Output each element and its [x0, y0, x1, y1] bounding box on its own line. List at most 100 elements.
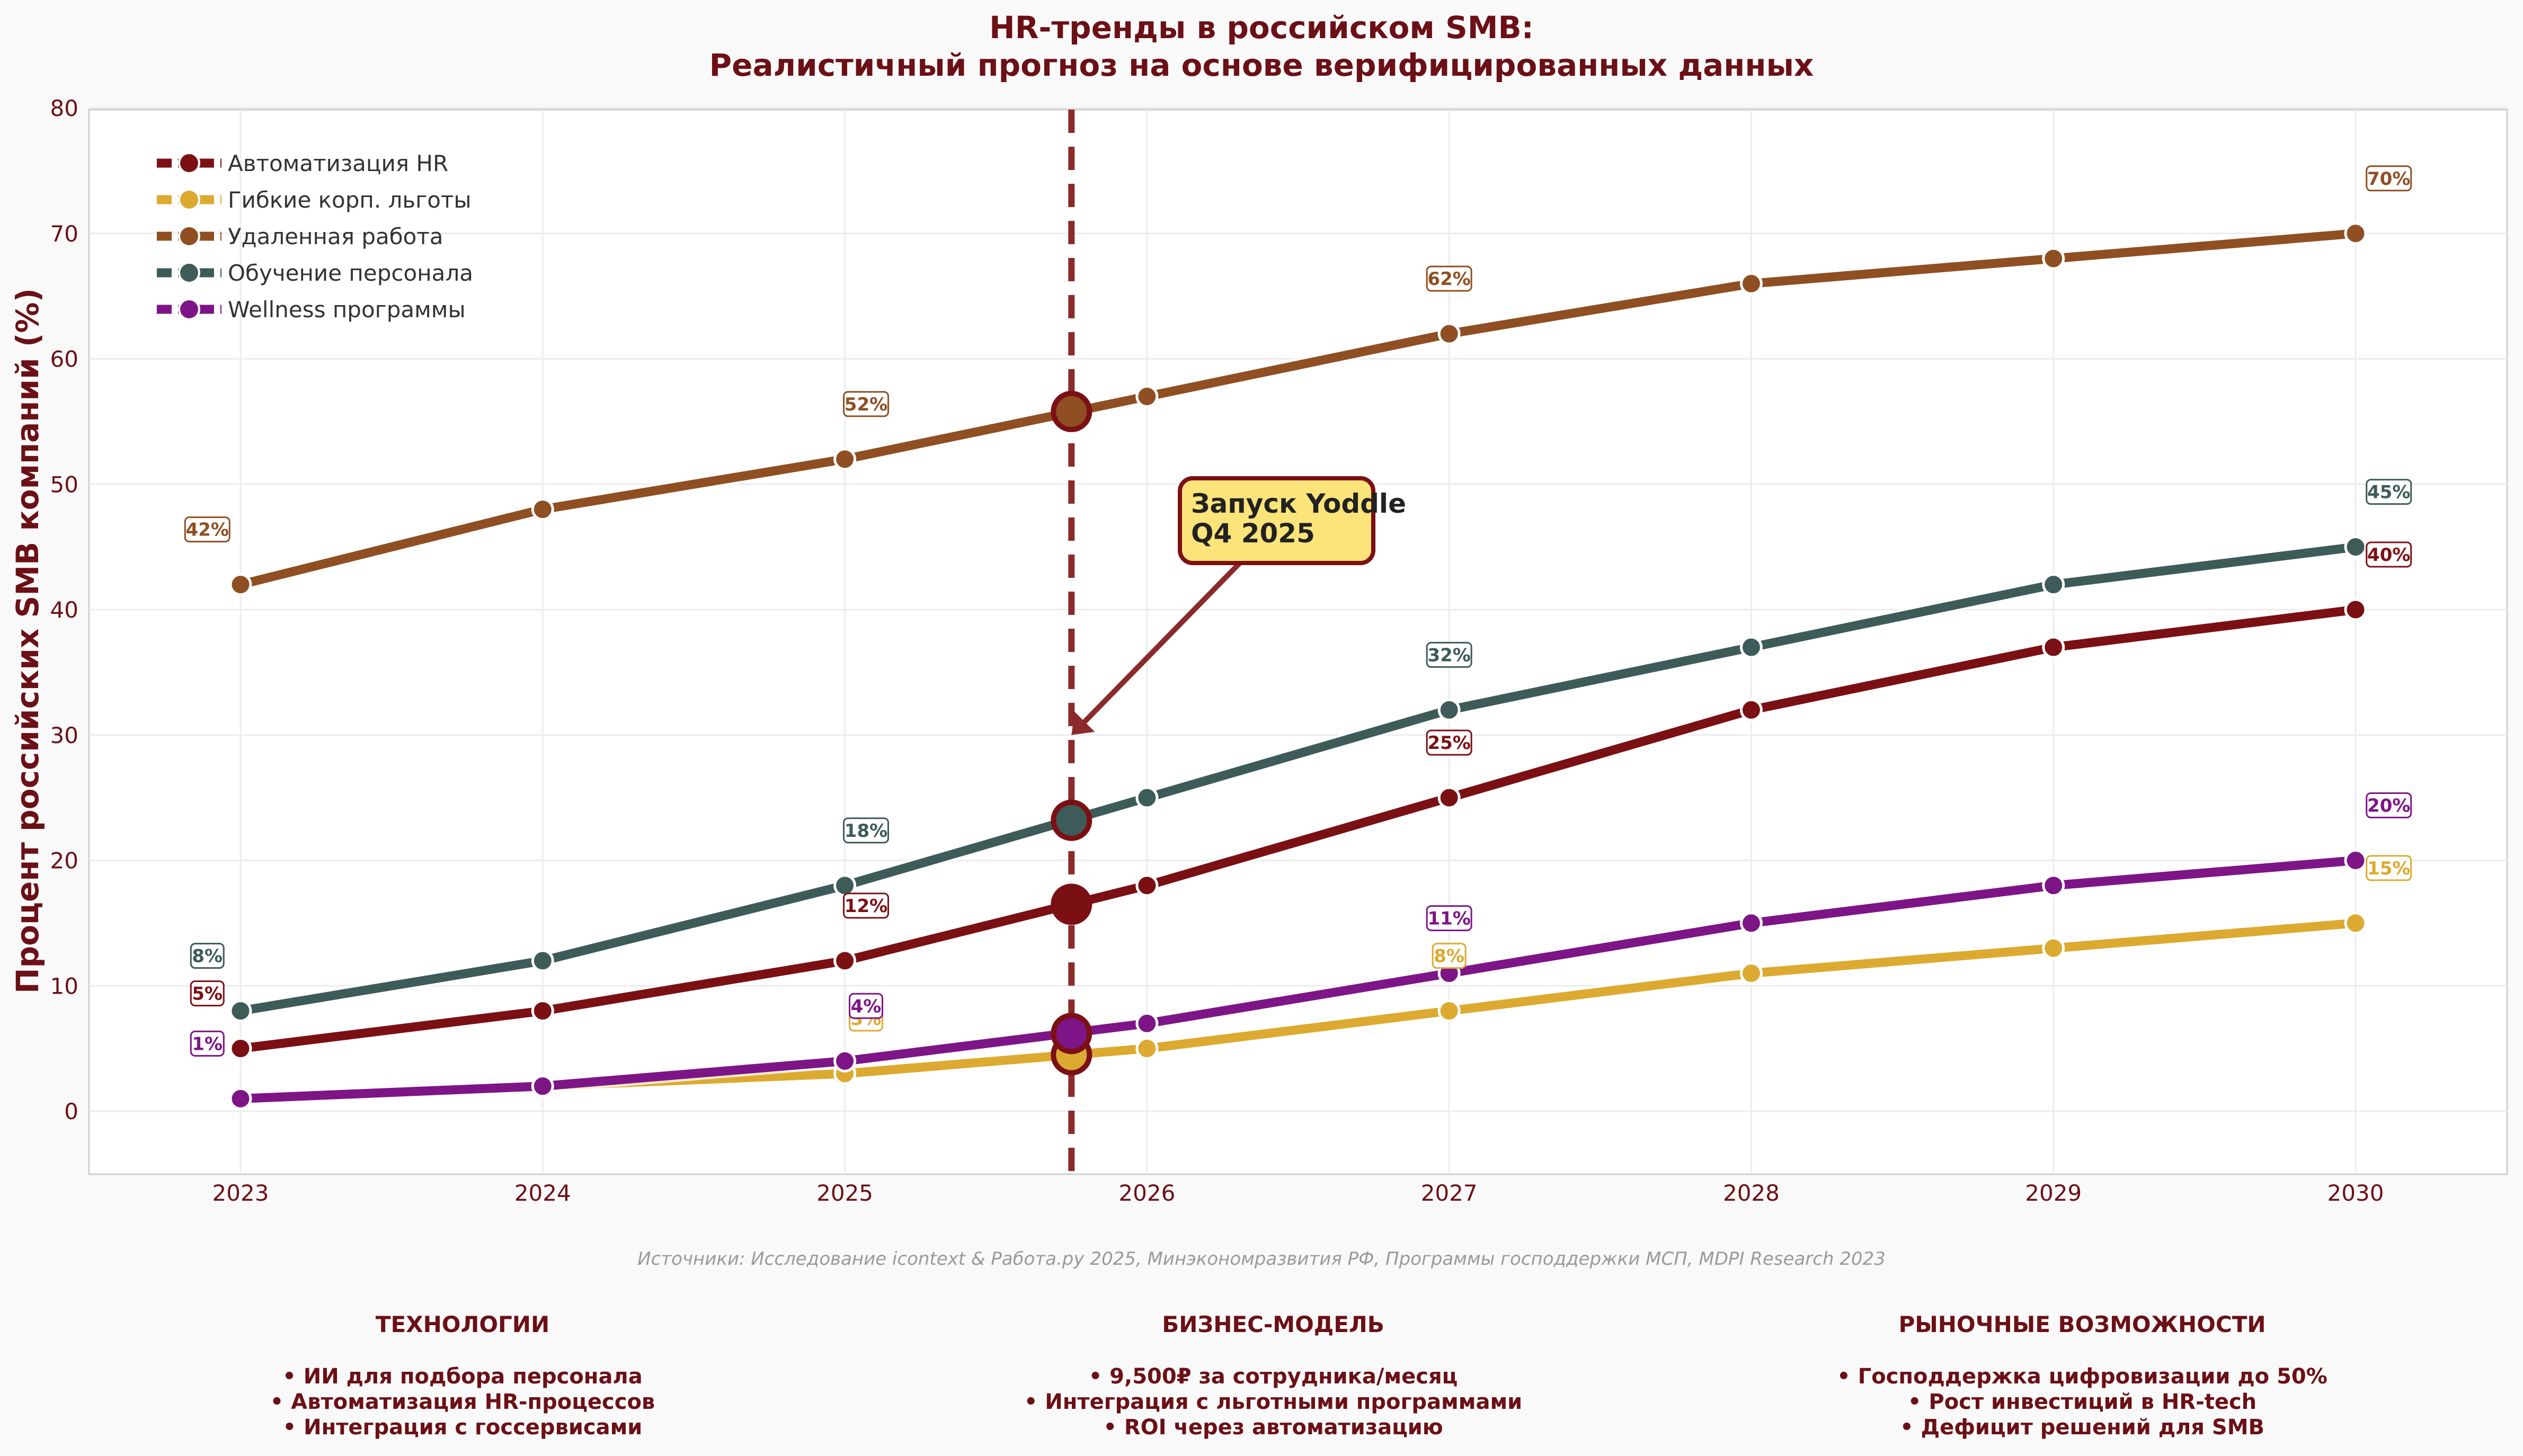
data-label-text: 42% — [186, 520, 229, 541]
data-label-box — [842, 817, 889, 844]
data-label: 12% — [842, 892, 889, 919]
legend-label: Обучение персонала — [228, 260, 473, 286]
data-label: 20% — [2366, 792, 2412, 818]
column-item: • Интеграция с льготными программами — [1024, 1390, 1522, 1414]
data-label-text: 20% — [2367, 796, 2410, 817]
annotation-arrow-head — [1071, 711, 1095, 735]
column-title: ТЕХНОЛОГИИ — [376, 1311, 549, 1337]
data-label-box — [842, 391, 889, 417]
series-line — [236, 229, 2360, 589]
data-point — [1135, 1012, 1159, 1035]
chart-title-line-1: HR-тренды в российском SMB: — [989, 10, 1534, 46]
launch-marker — [1051, 883, 1092, 925]
x-axis-ticks: 2023 2024 2025 2026 2027 2028 2029 2030 — [212, 1180, 2384, 1206]
data-point — [1739, 912, 1763, 935]
launch-marker — [1051, 1013, 1092, 1055]
data-label-box — [848, 993, 883, 1019]
data-point — [1135, 786, 1159, 809]
column-title: БИЗНЕС-МОДЕЛЬ — [1162, 1311, 1384, 1337]
data-label: 25% — [1426, 729, 1472, 756]
annotation-arrow — [1077, 561, 1242, 730]
data-point — [1135, 874, 1159, 897]
x-tick-label: 2028 — [1723, 1180, 1780, 1206]
y-tick-label: 50 — [50, 471, 78, 497]
data-label: 42% — [184, 516, 230, 543]
data-label-text: 4% — [851, 996, 882, 1017]
data-label-box — [2366, 855, 2412, 881]
data-point — [229, 999, 252, 1023]
annotation-box — [1178, 476, 1375, 565]
data-label-text: 8% — [1434, 946, 1464, 967]
data-label-text: 8% — [192, 946, 223, 967]
y-tick-label: 40 — [50, 597, 78, 623]
data-point — [833, 874, 857, 897]
data-label-text: 45% — [2367, 482, 2410, 503]
bottom-column-technologies: ТЕХНОЛОГИИ • ИИ для подбора персонала • … — [270, 1311, 655, 1440]
data-label-box — [2366, 541, 2412, 568]
data-label-text: 62% — [1427, 269, 1470, 290]
x-tick-label: 2026 — [1118, 1180, 1175, 1206]
data-label: 15% — [2366, 855, 2412, 881]
column-item: • Дефицит решений для SMB — [1900, 1415, 2264, 1440]
data-point — [1135, 1037, 1159, 1060]
x-tick-label: 2025 — [816, 1180, 873, 1206]
data-label-box — [184, 516, 230, 543]
data-label-text: 70% — [2367, 168, 2410, 190]
data-label: 70% — [2366, 165, 2412, 192]
x-tick-label: 2023 — [212, 1180, 269, 1206]
series-0 — [229, 598, 2367, 1060]
data-label: 18% — [842, 817, 889, 844]
data-label: 52% — [842, 391, 889, 417]
series-4 — [229, 849, 2367, 1110]
data-label: 62% — [1426, 265, 1472, 292]
y-tick-label: 20 — [50, 848, 78, 874]
launch-marker — [1051, 390, 1092, 432]
chart-title-line-2: Реалистичный прогноз на основе верифицир… — [709, 47, 1814, 83]
column-item: • Господдержка цифровизации до 50% — [1837, 1364, 2327, 1389]
data-point — [229, 573, 252, 596]
y-axis-ticks: 0 10 20 30 40 50 60 70 80 — [50, 95, 78, 1124]
x-tick-label: 2030 — [2327, 1180, 2384, 1206]
data-label-box — [1426, 641, 1472, 668]
data-point — [833, 949, 857, 972]
column-title: РЫНОЧНЫЕ ВОЗМОЖНОСТИ — [1898, 1311, 2266, 1337]
data-label-text: 12% — [845, 896, 887, 917]
data-label: 8% — [190, 943, 225, 969]
data-point — [1739, 636, 1763, 659]
data-point — [1437, 786, 1461, 809]
data-labels: 5%12%25%40%1%3%8%15%42%52%62%70%8%18%32%… — [184, 165, 2412, 1057]
data-point — [229, 1087, 252, 1110]
y-tick-label: 80 — [50, 95, 78, 121]
data-point — [531, 999, 554, 1023]
column-item: • Рост инвестиций в HR-tech — [1908, 1390, 2257, 1414]
data-point — [2042, 573, 2065, 596]
bottom-column-business-model: БИЗНЕС-МОДЕЛЬ • 9,500₽ за сотрудника/мес… — [1024, 1311, 1522, 1440]
data-point — [531, 498, 554, 521]
data-point — [2344, 849, 2367, 872]
data-label-text: 25% — [1427, 733, 1470, 754]
series-line — [236, 605, 2360, 1053]
data-label: 5% — [190, 980, 225, 1007]
data-label-box — [2366, 479, 2412, 505]
legend-label: Удаленная работа — [228, 224, 443, 249]
legend-entry: Обучение персонала — [157, 260, 473, 286]
data-point — [531, 1075, 554, 1098]
series-2 — [229, 222, 2367, 596]
annotation-line-2: Q4 2025 — [1191, 518, 1315, 549]
bottom-column-market-opportunities: РЫНОЧНЫЕ ВОЗМОЖНОСТИ • Господдержка цифр… — [1837, 1311, 2327, 1440]
data-point — [1739, 272, 1763, 295]
data-label-box — [1426, 905, 1472, 932]
data-label-box — [1426, 729, 1472, 756]
data-point — [2042, 247, 2065, 270]
column-item: • 9,500₽ за сотрудника/месяц — [1089, 1364, 1458, 1389]
legend-marker — [178, 225, 200, 247]
data-label: 11% — [1426, 905, 1472, 932]
legend-marker — [178, 189, 200, 211]
data-point — [1437, 999, 1461, 1023]
data-label: 4% — [848, 993, 883, 1019]
data-point — [2042, 636, 2065, 659]
legend-entry: Автоматизация HR — [157, 150, 448, 176]
y-tick-label: 30 — [50, 722, 78, 748]
data-label: 1% — [190, 1030, 225, 1057]
